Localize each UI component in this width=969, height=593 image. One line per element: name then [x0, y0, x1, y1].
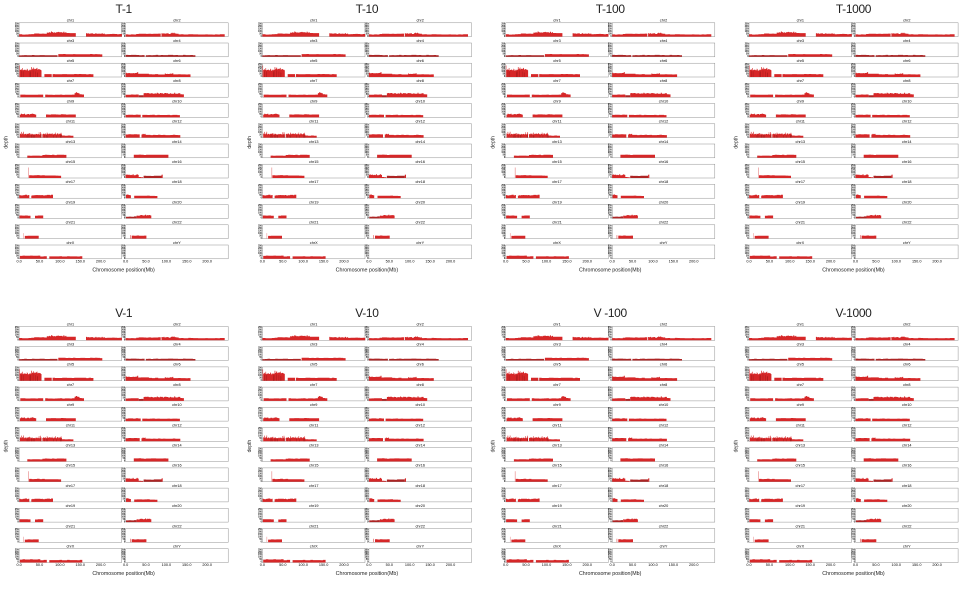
svg-text:T-100: T-100 — [596, 2, 626, 16]
svg-text:T-1: T-1 — [116, 2, 133, 16]
svg-text:V-10: V-10 — [355, 306, 379, 320]
svg-text:V-1: V-1 — [115, 306, 133, 320]
svg-text:V-1000: V-1000 — [836, 306, 873, 320]
svg-text:T-1000: T-1000 — [836, 2, 872, 16]
svg-text:T-10: T-10 — [356, 2, 379, 16]
svg-text:V -100: V -100 — [594, 306, 628, 320]
